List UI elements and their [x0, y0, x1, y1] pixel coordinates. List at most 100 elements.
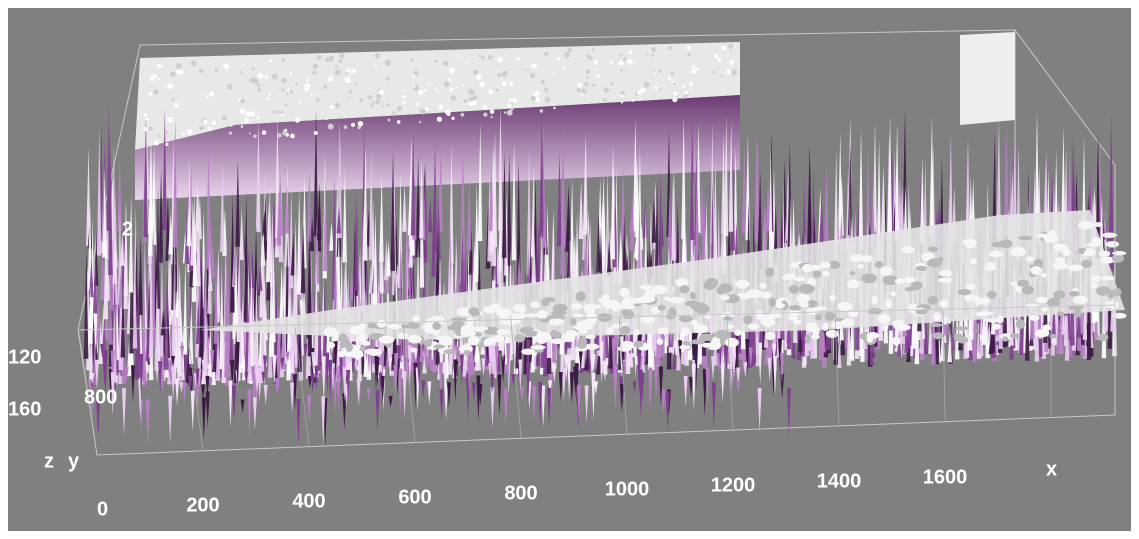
bump — [562, 67, 565, 70]
bump — [1049, 230, 1057, 239]
bump — [272, 74, 278, 80]
bump — [861, 273, 877, 283]
bump — [171, 98, 174, 101]
bump — [587, 55, 591, 59]
bump — [953, 334, 959, 339]
bump — [374, 66, 376, 68]
bump — [206, 95, 209, 98]
bump — [368, 348, 382, 356]
bump — [725, 338, 739, 348]
bump — [359, 98, 363, 102]
bump — [149, 76, 154, 81]
bump — [240, 99, 244, 103]
bump — [815, 314, 822, 320]
bump — [165, 143, 168, 146]
bump — [504, 111, 506, 113]
bump — [448, 78, 451, 81]
bump — [1041, 273, 1047, 278]
bump — [1086, 243, 1100, 247]
bump — [375, 99, 380, 104]
bump — [691, 69, 696, 74]
x-tick-label: 400 — [292, 490, 325, 512]
bump — [497, 71, 499, 73]
bump — [345, 77, 351, 83]
bump — [328, 56, 334, 62]
bump — [997, 315, 1004, 323]
bump — [1098, 333, 1109, 341]
bump — [424, 89, 427, 92]
bump — [317, 55, 322, 60]
bump — [813, 327, 820, 334]
bump — [970, 258, 977, 264]
bump — [377, 320, 387, 328]
bump — [978, 297, 991, 304]
bump — [620, 69, 623, 72]
bump — [1031, 266, 1042, 275]
bump — [509, 99, 512, 102]
bump — [718, 283, 732, 293]
bump — [257, 73, 263, 79]
bump — [419, 121, 421, 123]
bump — [286, 92, 288, 94]
bump — [223, 63, 229, 69]
bump — [483, 105, 488, 110]
bump — [167, 83, 173, 89]
bump — [806, 308, 817, 315]
bump — [338, 337, 346, 342]
bump — [524, 68, 526, 70]
bump — [850, 254, 865, 262]
bump — [875, 261, 884, 268]
bump — [249, 132, 251, 134]
bump — [831, 321, 843, 329]
bump — [310, 98, 312, 100]
bump — [761, 291, 772, 298]
bump — [281, 111, 284, 114]
bump — [685, 91, 688, 94]
bump — [530, 301, 540, 308]
bump — [257, 88, 261, 92]
bump — [669, 297, 685, 304]
bump — [639, 295, 655, 303]
bump — [346, 342, 353, 351]
bump — [536, 332, 550, 338]
bump — [222, 115, 227, 120]
bump — [290, 134, 295, 139]
bump — [507, 110, 513, 116]
bump — [769, 298, 776, 308]
bump — [412, 75, 415, 78]
bump — [551, 339, 565, 343]
bump — [1078, 221, 1094, 230]
bump — [640, 88, 645, 93]
bump — [902, 246, 915, 253]
bump — [471, 310, 481, 317]
bump — [335, 65, 338, 68]
bump — [657, 338, 663, 345]
bump — [571, 303, 583, 309]
bump — [581, 88, 586, 93]
bump — [892, 337, 901, 346]
bump — [686, 46, 691, 51]
bump — [653, 69, 655, 71]
bump — [958, 289, 971, 295]
bump — [338, 350, 345, 357]
bump — [316, 98, 320, 102]
bump — [253, 134, 257, 138]
bump — [658, 305, 666, 311]
bump — [325, 118, 327, 120]
bump — [335, 103, 340, 108]
bump — [338, 59, 342, 63]
bump — [607, 328, 614, 335]
bump — [269, 59, 272, 62]
bump — [878, 314, 891, 323]
bump — [541, 80, 545, 84]
bump — [592, 48, 595, 51]
bump — [520, 304, 526, 314]
bump — [634, 329, 640, 336]
bump — [763, 314, 776, 319]
bump — [570, 318, 577, 325]
bump — [544, 87, 548, 91]
bump — [886, 299, 893, 309]
bump — [208, 127, 212, 131]
bump — [344, 125, 348, 129]
bump — [227, 84, 233, 90]
